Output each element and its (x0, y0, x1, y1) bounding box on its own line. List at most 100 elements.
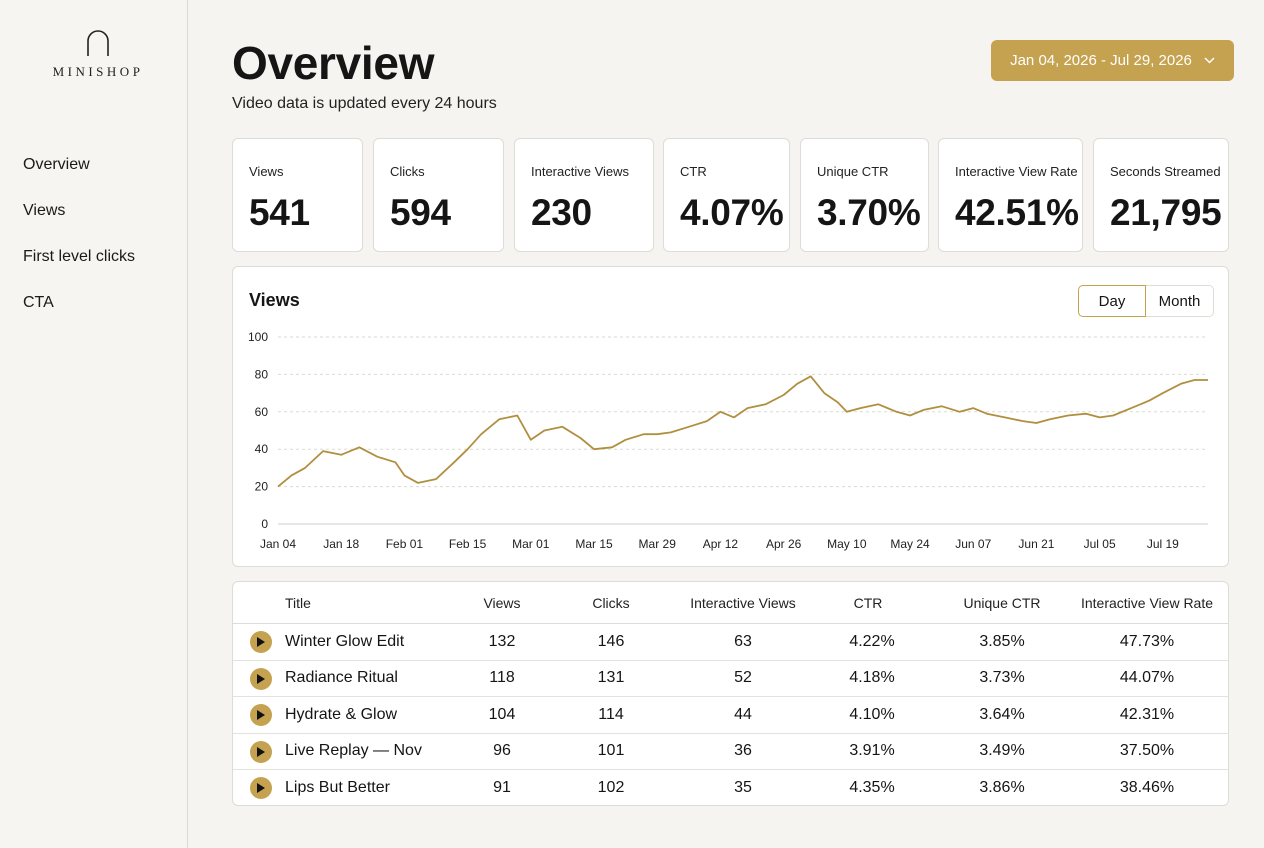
column-header-title[interactable]: Title (285, 594, 311, 611)
x-tick-label: Jul 05 (1084, 537, 1116, 551)
x-tick-label: Apr 26 (766, 537, 802, 551)
kpi-label: Views (249, 164, 284, 179)
column-header-views[interactable]: Views (483, 594, 521, 611)
x-tick-label: May 10 (827, 537, 867, 551)
x-tick-label: Jun 21 (1018, 537, 1054, 551)
table-row[interactable]: Winter Glow Edit 132 146 63 4.22% 3.85% … (233, 624, 1228, 661)
cell-views: 91 (493, 779, 511, 797)
kpi-label: Unique CTR (817, 164, 889, 179)
video-title[interactable]: Hydrate & Glow (285, 705, 398, 723)
kpi-card-unique-ctr: Unique CTR 3.70% (800, 138, 929, 252)
x-tick-label: Mar 29 (639, 537, 677, 551)
kpi-label: CTR (680, 164, 707, 179)
sidebar: MINISHOP Overview Views First level clic… (0, 0, 188, 848)
x-tick-label: May 24 (890, 537, 930, 551)
kpi-card-seconds-streamed: Seconds Streamed 21,795 (1093, 138, 1229, 252)
table-row[interactable]: Hydrate & Glow 104 114 44 4.10% 3.64% 42… (233, 697, 1228, 734)
x-tick-label: Jan 04 (260, 537, 296, 551)
cell-views: 118 (489, 669, 515, 687)
date-range-picker[interactable]: Jan 04, 2026 - Jul 29, 2026 (991, 40, 1234, 81)
cell-views: 96 (493, 742, 511, 760)
cell-clicks: 131 (597, 669, 625, 687)
play-icon (257, 673, 265, 684)
cell-interactive-view-rate: 37.50% (1119, 742, 1175, 760)
cell-interactive-view-rate: 44.07% (1119, 669, 1175, 687)
cell-clicks: 114 (598, 705, 624, 723)
sidebar-item-views[interactable]: Views (23, 202, 66, 219)
sidebar-item-cta[interactable]: CTA (23, 294, 54, 311)
cell-unique-ctr: 3.86% (979, 779, 1025, 797)
kpi-value: 4.07% (680, 192, 784, 233)
y-tick-label: 40 (255, 442, 269, 456)
table-header-row: Title Views Clicks Interactive Views CTR… (233, 582, 1228, 624)
y-tick-label: 100 (248, 330, 268, 344)
cell-unique-ctr: 3.64% (979, 705, 1025, 723)
brand-name: MINISHOP (52, 64, 144, 79)
cell-clicks: 101 (597, 742, 625, 760)
play-icon (257, 783, 265, 793)
x-tick-label: Apr 12 (703, 537, 739, 551)
cell-ctr: 3.91% (849, 742, 895, 760)
play-button[interactable] (250, 667, 272, 690)
cell-ctr: 4.22% (849, 632, 895, 650)
kpi-value: 21,795 (1110, 192, 1222, 233)
y-tick-label: 80 (255, 367, 269, 381)
play-button[interactable] (250, 777, 272, 799)
video-title[interactable]: Lips But Better (285, 779, 390, 797)
cell-clicks: 102 (597, 779, 625, 797)
table-row[interactable]: Radiance Ritual 118 131 52 4.18% 3.73% 4… (233, 661, 1228, 697)
kpi-value: 3.70% (817, 192, 921, 233)
kpi-card-ctr: CTR 4.07% (663, 138, 790, 252)
column-header-ctr[interactable]: CTR (853, 594, 883, 611)
column-header-interactive-views[interactable]: Interactive Views (690, 594, 796, 611)
cell-ctr: 4.10% (849, 705, 895, 723)
cell-interactive-view-rate: 38.46% (1119, 779, 1175, 797)
kpi-value: 230 (531, 192, 592, 233)
views-chart-card: 0 20 40 60 80 100 Jan 04 Jan 18 Feb 01 Feb 15 Mar … (232, 266, 1229, 567)
column-header-unique-ctr[interactable]: Unique CTR (963, 594, 1041, 611)
video-title[interactable]: Radiance Ritual (285, 669, 398, 687)
y-tick-label: 20 (255, 480, 269, 494)
kpi-value: 594 (390, 192, 451, 233)
toggle-month-button[interactable]: Month (1146, 285, 1214, 317)
cell-interactive-views: 63 (734, 632, 752, 650)
sidebar-item-first-level-clicks[interactable]: First level clicks (23, 248, 136, 265)
kpi-label: Interactive View Rate (955, 164, 1078, 179)
cell-interactive-views: 36 (734, 742, 752, 760)
y-tick-label: 60 (255, 405, 269, 419)
granularity-toggle: Day Month (1078, 285, 1214, 317)
table-row[interactable]: Live Replay — Nov 96 101 36 3.91% 3.49% … (233, 734, 1228, 770)
kpi-value: 42.51% (955, 192, 1079, 233)
page-subtitle: Video data is updated every 24 hours (232, 95, 497, 112)
cell-clicks: 146 (597, 632, 625, 650)
x-tick-label: Feb 15 (449, 537, 487, 551)
play-button[interactable] (250, 704, 272, 726)
x-tick-label: Mar 01 (512, 537, 550, 551)
kpi-value: 541 (249, 192, 310, 233)
cell-interactive-view-rate: 47.73% (1119, 632, 1175, 650)
video-title[interactable]: Winter Glow Edit (285, 632, 405, 650)
cell-ctr: 4.35% (849, 779, 895, 797)
cell-unique-ctr: 3.73% (979, 669, 1025, 687)
cell-ctr: 4.18% (849, 669, 895, 687)
kpi-card-views: Views 541 (232, 138, 363, 252)
toggle-day-button[interactable]: Day (1078, 285, 1146, 317)
table-row[interactable]: Lips But Better 91 102 35 4.35% 3.86% 38… (233, 770, 1228, 805)
date-range-label: Jan 04, 2026 - Jul 29, 2026 (1010, 52, 1192, 69)
kpi-card-interactive-views: Interactive Views 230 (514, 138, 654, 252)
kpi-label: Interactive Views (531, 164, 630, 179)
cell-views: 104 (488, 705, 516, 723)
play-button[interactable] (250, 631, 272, 653)
brand-logo[interactable]: MINISHOP (46, 30, 150, 80)
x-tick-label: Feb 01 (386, 537, 424, 551)
views-line-chart: 0 20 40 60 80 100 Jan 04 Jan 18 Feb 01 Feb 15 Mar … (248, 330, 1208, 551)
video-title[interactable]: Live Replay — Nov (285, 742, 422, 760)
play-icon (257, 637, 265, 647)
play-icon (257, 746, 265, 757)
play-button[interactable] (250, 740, 272, 763)
column-header-clicks[interactable]: Clicks (592, 594, 630, 611)
cell-interactive-views: 35 (734, 779, 752, 797)
cell-unique-ctr: 3.49% (979, 742, 1025, 760)
column-header-interactive-view-rate[interactable]: Interactive View Rate (1080, 594, 1214, 611)
sidebar-item-overview[interactable]: Overview (23, 156, 90, 173)
